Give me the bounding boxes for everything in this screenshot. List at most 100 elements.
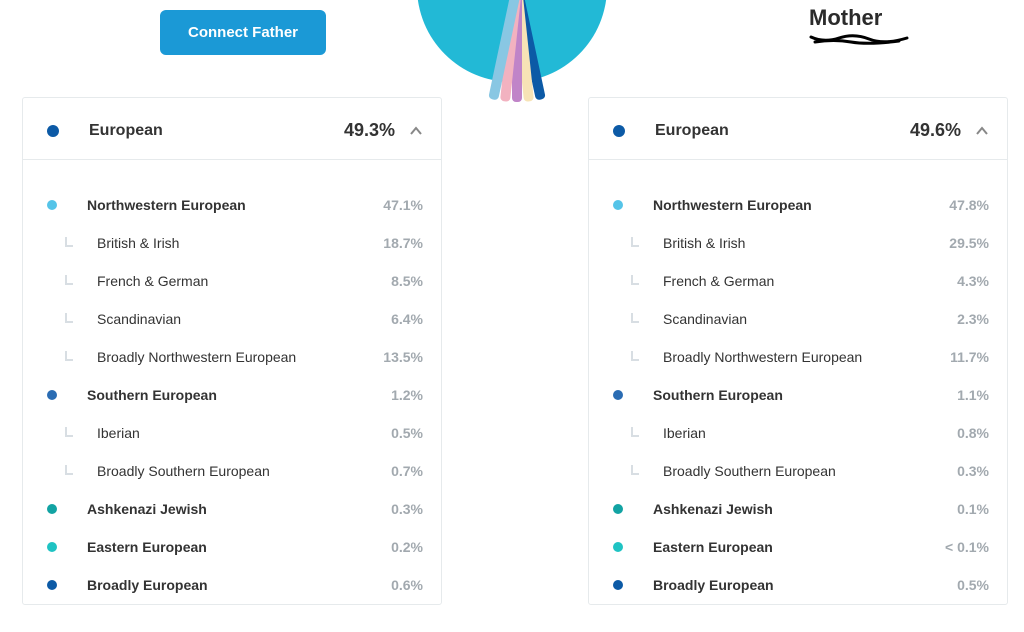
ancestry-row[interactable]: Northwestern European47.8% [613, 186, 989, 224]
row-label: Iberian [663, 425, 957, 441]
tree-elbow-icon [629, 274, 641, 288]
row-percentage: 18.7% [383, 235, 423, 251]
row-percentage: 11.7% [950, 349, 989, 365]
father-rows: Northwestern European47.1%British & Iris… [23, 160, 441, 604]
row-percentage: 0.7% [391, 463, 423, 479]
tree-elbow-icon [629, 464, 641, 478]
ancestry-row[interactable]: Southern European1.2% [47, 376, 423, 414]
row-label: French & German [663, 273, 957, 289]
row-percentage: 0.3% [957, 463, 989, 479]
row-percentage: 47.1% [383, 197, 423, 213]
row-percentage: < 0.1% [945, 539, 989, 555]
row-percentage: 2.3% [957, 311, 989, 327]
mother-heading: Mother [809, 5, 909, 48]
header-label: European [655, 122, 910, 140]
father-panel-header[interactable]: European 49.3% [23, 98, 441, 160]
row-label: Broadly Northwestern European [97, 349, 383, 365]
ancestry-row[interactable]: Scandinavian2.3% [613, 300, 989, 338]
ancestry-row[interactable]: Iberian0.8% [613, 414, 989, 452]
row-label: Broadly European [653, 577, 957, 593]
ancestry-row[interactable]: Broadly European0.6% [47, 566, 423, 604]
header-dot-icon [613, 125, 625, 137]
row-percentage: 0.6% [391, 577, 423, 593]
ancestry-row[interactable]: Ashkenazi Jewish0.3% [47, 490, 423, 528]
header-percentage: 49.6% [910, 120, 961, 141]
tree-elbow-icon [63, 350, 75, 364]
row-percentage: 6.4% [391, 311, 423, 327]
row-label: Southern European [87, 387, 391, 403]
ancestry-row[interactable]: Southern European1.1% [613, 376, 989, 414]
ancestry-row[interactable]: Iberian0.5% [47, 414, 423, 452]
row-label: Eastern European [87, 539, 391, 555]
ancestry-row[interactable]: British & Irish29.5% [613, 224, 989, 262]
row-label: Ashkenazi Jewish [87, 501, 391, 517]
chevron-up-icon [975, 124, 989, 138]
ancestry-circle [417, 0, 607, 82]
ancestry-row[interactable]: French & German8.5% [47, 262, 423, 300]
ancestry-row[interactable]: Broadly Northwestern European11.7% [613, 338, 989, 376]
header-label: European [89, 122, 344, 140]
row-label: Broadly Northwestern European [663, 349, 950, 365]
row-label: Ashkenazi Jewish [653, 501, 957, 517]
ancestry-row[interactable]: Eastern European0.2% [47, 528, 423, 566]
row-percentage: 0.3% [391, 501, 423, 517]
mother-panel: European 49.6% Northwestern European47.8… [588, 97, 1008, 605]
row-label: French & German [97, 273, 391, 289]
row-dot-icon [47, 200, 57, 210]
row-percentage: 0.5% [391, 425, 423, 441]
row-dot-icon [613, 542, 623, 552]
ancestry-row[interactable]: French & German4.3% [613, 262, 989, 300]
ancestry-row[interactable]: Broadly Southern European0.3% [613, 452, 989, 490]
row-dot-icon [47, 504, 57, 514]
row-percentage: 0.5% [957, 577, 989, 593]
row-label: Iberian [97, 425, 391, 441]
row-dot-icon [47, 542, 57, 552]
row-percentage: 29.5% [949, 235, 989, 251]
ancestry-row[interactable]: British & Irish18.7% [47, 224, 423, 262]
row-label: Northwestern European [87, 197, 383, 213]
row-percentage: 13.5% [383, 349, 423, 365]
tree-elbow-icon [629, 426, 641, 440]
row-label: Broadly Southern European [97, 463, 391, 479]
ancestry-row[interactable]: Scandinavian6.4% [47, 300, 423, 338]
underline-scribble [809, 33, 909, 45]
row-dot-icon [613, 504, 623, 514]
row-label: Scandinavian [663, 311, 957, 327]
father-panel: European 49.3% Northwestern European47.1… [22, 97, 442, 605]
ancestry-circle-core [417, 0, 607, 82]
row-dot-icon [47, 390, 57, 400]
mother-heading-text: Mother [809, 5, 909, 31]
ancestry-row[interactable]: Eastern European< 0.1% [613, 528, 989, 566]
row-percentage: 1.1% [957, 387, 989, 403]
chevron-up-icon [409, 124, 423, 138]
row-label: British & Irish [97, 235, 383, 251]
row-percentage: 4.3% [957, 273, 989, 289]
row-label: British & Irish [663, 235, 949, 251]
row-dot-icon [47, 580, 57, 590]
tree-elbow-icon [63, 464, 75, 478]
row-percentage: 47.8% [949, 197, 989, 213]
ancestry-row[interactable]: Ashkenazi Jewish0.1% [613, 490, 989, 528]
panels-region: European 49.3% Northwestern European47.1… [0, 95, 1024, 605]
row-label: Northwestern European [653, 197, 949, 213]
tree-elbow-icon [63, 312, 75, 326]
ancestry-row[interactable]: Northwestern European47.1% [47, 186, 423, 224]
row-percentage: 0.8% [957, 425, 989, 441]
row-label: Eastern European [653, 539, 945, 555]
tree-elbow-icon [63, 274, 75, 288]
tree-elbow-icon [629, 350, 641, 364]
connect-father-button[interactable]: Connect Father [160, 10, 326, 55]
mother-rows: Northwestern European47.8%British & Iris… [589, 160, 1007, 604]
mother-panel-header[interactable]: European 49.6% [589, 98, 1007, 160]
row-label: Broadly European [87, 577, 391, 593]
row-dot-icon [613, 200, 623, 210]
row-label: Scandinavian [97, 311, 391, 327]
ancestry-row[interactable]: Broadly Southern European0.7% [47, 452, 423, 490]
tree-elbow-icon [629, 236, 641, 250]
row-percentage: 0.1% [957, 501, 989, 517]
tree-elbow-icon [63, 426, 75, 440]
tree-elbow-icon [63, 236, 75, 250]
ancestry-row[interactable]: Broadly Northwestern European13.5% [47, 338, 423, 376]
row-dot-icon [613, 580, 623, 590]
ancestry-row[interactable]: Broadly European0.5% [613, 566, 989, 604]
